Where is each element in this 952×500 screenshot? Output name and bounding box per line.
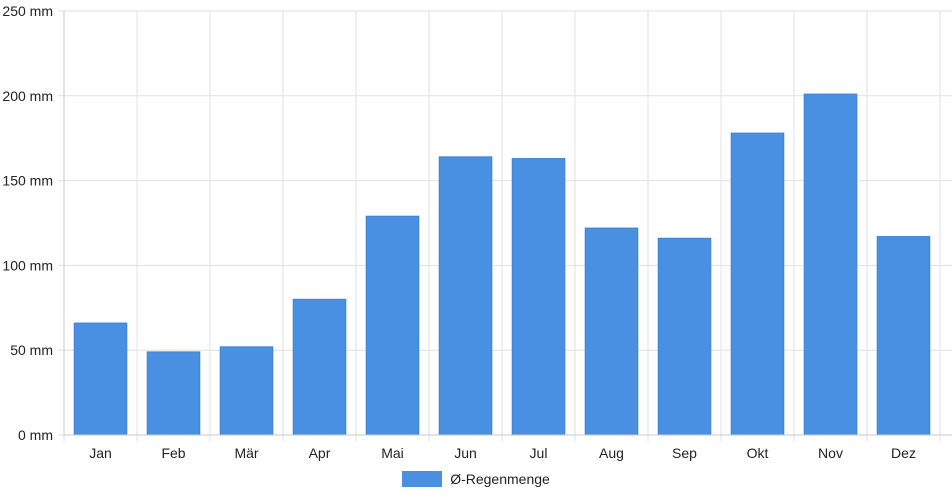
x-tick-label: Jul bbox=[530, 445, 548, 461]
y-tick-label: 50 mm bbox=[10, 342, 53, 358]
x-tick-label: Jan bbox=[89, 445, 112, 461]
x-tick-labels: Jan Feb Mär Apr Mai Jun Jul Aug Sep Okt Nov Dez bbox=[89, 445, 916, 461]
bar-Jan bbox=[73, 322, 128, 436]
bars bbox=[73, 93, 931, 436]
axes bbox=[63, 11, 952, 436]
legend-label: Ø-Regenmenge bbox=[450, 471, 550, 487]
x-tick-label: Okt bbox=[747, 445, 769, 461]
bar-Mai bbox=[365, 215, 420, 436]
y-tick-label: 250 mm bbox=[2, 3, 53, 19]
bar-Aug bbox=[584, 227, 639, 436]
legend[interactable]: Ø-Regenmenge bbox=[0, 471, 952, 487]
bar-Mär bbox=[219, 346, 274, 436]
bar-Apr bbox=[292, 298, 347, 436]
x-tick-label: Apr bbox=[309, 445, 331, 461]
x-tick-label: Dez bbox=[891, 445, 916, 461]
bar-Nov bbox=[803, 93, 858, 436]
x-tick-label: Nov bbox=[818, 445, 843, 461]
y-tick-label: 150 mm bbox=[2, 173, 53, 189]
x-tick-label: Aug bbox=[599, 445, 624, 461]
bar-Okt bbox=[730, 132, 785, 436]
legend-swatch bbox=[402, 471, 443, 487]
x-tick-label: Mär bbox=[234, 445, 258, 461]
y-tick-label: 0 mm bbox=[18, 427, 53, 443]
bar-Dez bbox=[876, 236, 931, 436]
y-tick-label: 100 mm bbox=[2, 257, 53, 273]
bar-Feb bbox=[146, 351, 201, 436]
y-tick-labels: 0 mm 50 mm 100 mm 150 mm 200 mm 250 mm bbox=[2, 3, 53, 443]
y-tick-label: 200 mm bbox=[2, 88, 53, 104]
x-tick-label: Sep bbox=[672, 445, 697, 461]
bar-Jul bbox=[511, 158, 566, 436]
grid-lines bbox=[58, 10, 952, 441]
bar-Sep bbox=[657, 237, 712, 436]
x-tick-label: Feb bbox=[161, 445, 185, 461]
x-tick-label: Jun bbox=[454, 445, 477, 461]
x-tick-label: Mai bbox=[381, 445, 404, 461]
rainfall-bar-chart: 0 mm 50 mm 100 mm 150 mm 200 mm 250 mm Jan Feb… bbox=[2, 3, 952, 461]
bar-Jun bbox=[438, 156, 493, 436]
